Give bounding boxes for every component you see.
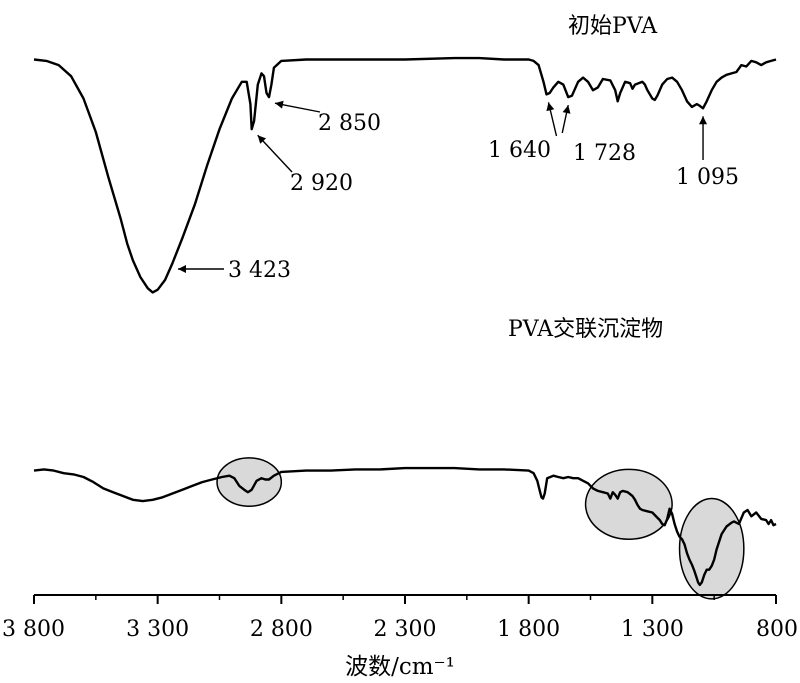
annotation-label: 1 640 bbox=[488, 138, 551, 163]
x-tick-label: 1 300 bbox=[621, 617, 684, 642]
series-line-1 bbox=[33, 56, 777, 294]
highlight-ellipse-1 bbox=[216, 457, 283, 507]
series-group bbox=[33, 56, 777, 587]
annotation-arrowhead bbox=[274, 100, 284, 109]
annotation-arrowhead bbox=[546, 102, 555, 112]
x-tick-label: 1 800 bbox=[497, 617, 560, 642]
x-tick-label: 3 800 bbox=[2, 617, 65, 642]
x-tick-group: 3 800 3 300 2 800 2 300 1 800 1 300 800 bbox=[2, 595, 798, 642]
annotation-label: 3 423 bbox=[228, 258, 291, 283]
annotation-label: 1 728 bbox=[573, 141, 636, 166]
series-label-crosslinked-precipitate: PVA交联沉淀物 bbox=[508, 317, 663, 342]
annotation-label: 2 920 bbox=[290, 171, 353, 196]
annotation-arrowhead bbox=[178, 265, 186, 273]
highlight-ellipse-3 bbox=[678, 497, 745, 600]
peak-annotation-4: 1 640 bbox=[488, 104, 571, 163]
x-tick-label: 800 bbox=[756, 617, 798, 642]
x-tick-label: 3 300 bbox=[126, 617, 189, 642]
x-axis-title: 波数/cm⁻¹ bbox=[345, 654, 455, 680]
highlight-ellipse-2 bbox=[584, 468, 673, 540]
x-tick-label: 2 800 bbox=[250, 617, 313, 642]
annotation-label: 1 095 bbox=[676, 165, 739, 190]
annotation-group: 3 423 2 920 2 850 1 640 1 728 1 095 bbox=[178, 100, 739, 283]
annotation-arrowhead bbox=[257, 135, 267, 144]
peak-annotation-2: 2 920 bbox=[257, 134, 353, 196]
x-tick-label: 2 300 bbox=[374, 617, 437, 642]
annotation-label: 2 850 bbox=[318, 111, 381, 136]
annotation-arrow bbox=[257, 134, 293, 173]
highlight-group bbox=[216, 457, 745, 600]
peak-annotation-5: 1 728 bbox=[546, 102, 636, 166]
series-line-2 bbox=[33, 466, 777, 587]
series-label-initial-pva: 初始PVA bbox=[568, 14, 658, 39]
peak-annotation-1: 3 423 bbox=[178, 258, 291, 283]
annotation-arrowhead bbox=[562, 105, 571, 114]
annotation-arrowhead bbox=[699, 116, 708, 125]
peak-annotation-3: 2 850 bbox=[274, 100, 381, 136]
peak-annotation-6: 1 095 bbox=[676, 116, 739, 190]
